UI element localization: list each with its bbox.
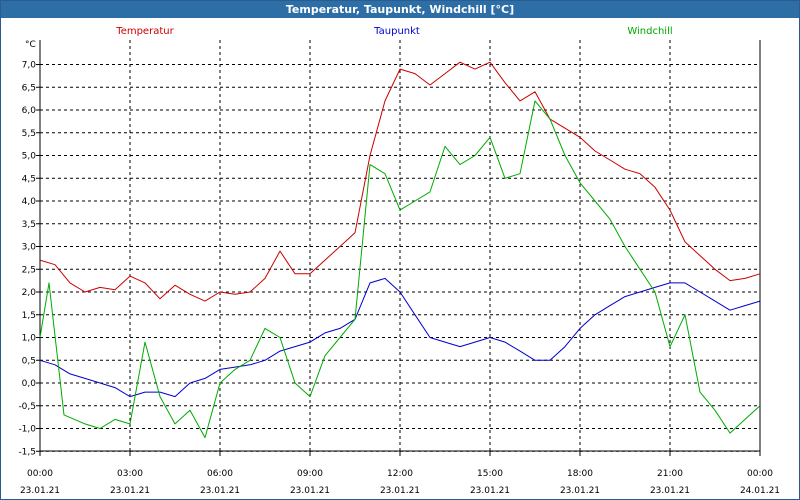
series-line-taupunkt [39,277,761,398]
y-axis-label: °C [25,40,36,50]
legend-entry-temperatur: Temperatur [115,26,174,37]
y-tick-label: 4,0 [22,197,37,207]
y-tick-label: -0,5 [18,402,36,412]
y-tick-label: -1,5 [18,447,36,457]
y-tick-label: 2,5 [22,265,36,275]
x-tick-time: 06:00 [207,469,233,479]
y-tick-label: 2,0 [22,288,37,298]
x-tick-date: 23.01.21 [200,486,240,496]
y-tick-label: 0,5 [22,356,36,366]
y-tick-label: 3,0 [22,243,37,253]
legend-entry-taupunkt: Taupunkt [373,26,420,37]
x-tick-date: 23.01.21 [110,486,150,496]
x-tick-labels: 00:00 23.01.21 03:00 23.01.21 06:00 23.01.21 0… [20,469,780,496]
series-line-windchill [39,100,761,439]
x-tick-date: 23.01.21 [470,486,510,496]
x-tick-date: 23.01.21 [560,486,600,496]
grid-lines [39,40,761,452]
y-tick-label: 5,0 [22,152,37,162]
y-tick-label: 6,0 [22,106,37,116]
legend: Temperatur Taupunkt Windchill [115,26,672,37]
series-line-temperatur [39,61,761,302]
axes: °C [25,40,761,456]
y-tick-label: -1,0 [18,425,36,435]
y-tick-label: 0,0 [22,379,37,389]
y-tick-label: 6,5 [22,83,36,93]
window-title: Temperatur, Taupunkt, Windchill [°C] [1,1,799,18]
x-tick-time: 18:00 [567,469,593,479]
y-tick-label: 1,0 [22,334,37,344]
x-tick-time: 03:00 [117,469,143,479]
x-tick-time: 00:00 [27,469,53,479]
y-tick-label: 3,5 [22,220,36,230]
x-tick-date: 23.01.21 [650,486,690,496]
y-tick-labels: 7,0 6,5 6,0 5,5 5,0 4,5 4,0 3,5 3,0 2,5 2,0 1,5 1,0 0… [18,61,36,458]
x-tick-date: 23.01.21 [380,486,420,496]
x-tick-time: 12:00 [387,469,413,479]
y-tick-label: 4,5 [22,174,36,184]
series-lines [39,61,761,439]
y-tick-label: 7,0 [22,61,37,71]
x-tick-date: 24.01.21 [740,486,780,496]
x-tick-time: 00:00 [747,469,773,479]
y-tick-label: 5,5 [22,129,36,139]
x-tick-date: 23.01.21 [290,486,330,496]
x-tick-time: 09:00 [297,469,323,479]
x-tick-date: 23.01.21 [20,486,60,496]
x-tick-time: 21:00 [657,469,683,479]
y-tick-label: 1,5 [22,311,36,321]
legend-entry-windchill: Windchill [627,26,672,37]
x-tick-time: 15:00 [477,469,503,479]
